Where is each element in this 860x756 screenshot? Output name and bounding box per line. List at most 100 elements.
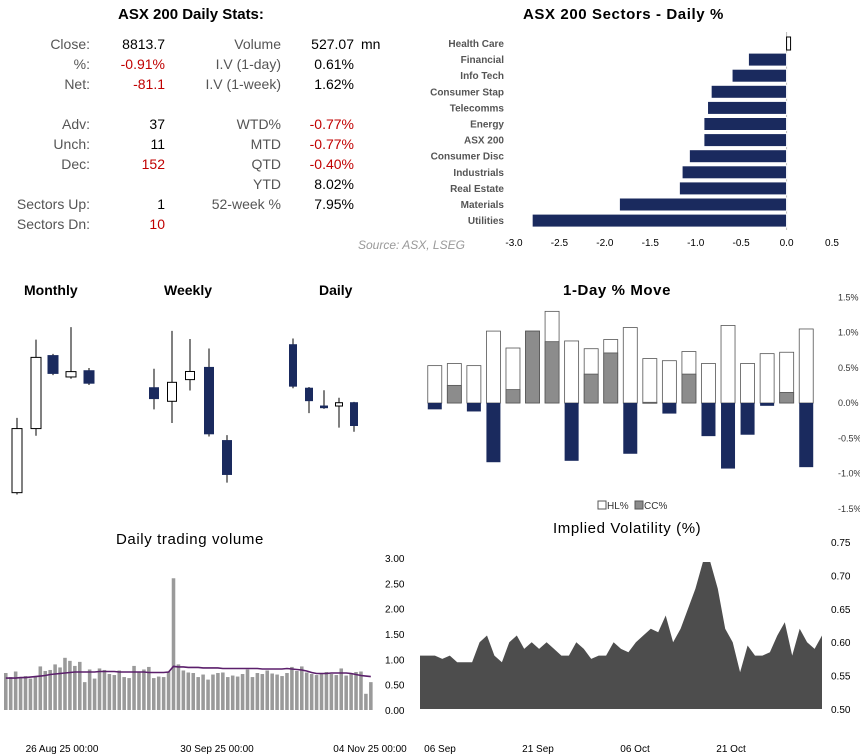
stat-label: QTD — [251, 156, 281, 172]
volume-bar — [359, 671, 363, 710]
stat-value: 1 — [157, 196, 165, 212]
sector-label: Consumer Stap — [430, 87, 504, 98]
volume-bar — [270, 673, 274, 710]
volume-bar — [161, 677, 166, 710]
candle-body — [30, 356, 42, 430]
cc-bar — [505, 389, 521, 404]
stat-value: -0.91% — [120, 56, 165, 72]
y-tick-label: 0.50 — [831, 705, 851, 716]
volume-bar — [38, 666, 43, 710]
hl-bar — [798, 328, 814, 404]
x-tick-label: -1.5 — [642, 238, 660, 249]
cc-bar — [603, 352, 619, 404]
volume-bar — [53, 664, 57, 710]
hl-bar — [486, 330, 501, 404]
stat-label: 52-week % — [211, 196, 281, 212]
cc-bar — [525, 330, 540, 404]
volume-bar — [334, 675, 339, 710]
candle-body — [305, 387, 313, 402]
y-tick-label: 1.0% — [838, 328, 859, 338]
stats-title: ASX 200 Daily Stats: — [118, 6, 264, 23]
y-tick-label: 2.50 — [385, 579, 405, 590]
y-tick-label: 3.00 — [385, 554, 405, 565]
sector-label: Industrials — [453, 168, 504, 179]
cc-bar — [779, 392, 795, 404]
stat-value: -81.1 — [133, 76, 165, 92]
y-tick-label: -0.5% — [838, 433, 860, 443]
volume-bar — [92, 678, 97, 710]
stat-label: Net: — [64, 76, 90, 92]
volume-bar — [181, 670, 186, 710]
cc-bar — [564, 403, 579, 461]
volume-bar — [364, 693, 368, 710]
hl-bar — [622, 327, 638, 404]
sector-bar — [703, 117, 788, 131]
y-tick-label: 0.70 — [831, 571, 851, 582]
volume-bar — [304, 672, 309, 710]
stat-label: %: — [73, 56, 90, 72]
stat-value: 527.07 — [311, 36, 354, 52]
stat-value: -0.77% — [309, 136, 354, 152]
volume-bar — [43, 670, 48, 710]
candle-body — [320, 405, 328, 409]
cc-bar — [544, 341, 560, 404]
volume-bar — [176, 664, 181, 710]
cc-bar — [486, 403, 501, 463]
candle-body — [47, 355, 59, 374]
y-tick-label: 0.60 — [831, 638, 851, 649]
volume-bar — [235, 676, 240, 710]
volume-bar — [28, 678, 33, 710]
cc-bar — [466, 403, 481, 412]
stat-label: Unch: — [53, 136, 90, 152]
iv-area — [420, 562, 822, 709]
stat-label: I.V (1-day) — [215, 56, 281, 72]
stat-value: 152 — [141, 156, 165, 172]
y-tick-label: 0.75 — [831, 538, 851, 549]
volume-bar — [152, 678, 156, 710]
candle-body — [204, 366, 214, 435]
volume-bar — [68, 660, 72, 710]
sector-bar — [531, 213, 788, 228]
daily-move-chart: 1.5% 1.0% 0.5% 0.0% -0.5% -1.0% -1.5% HL% CC% — [427, 292, 860, 514]
legend-hl-label: HL% — [607, 501, 629, 512]
volume-bar — [275, 674, 279, 710]
hl-bar — [466, 365, 482, 404]
volume-bar — [344, 675, 348, 710]
x-tick-label: 06 Sep — [424, 744, 456, 755]
sector-bar — [678, 181, 788, 196]
volume-bar — [23, 676, 28, 710]
volume-bar — [117, 670, 122, 710]
sector-bar — [747, 52, 788, 67]
candle-body — [350, 402, 358, 427]
stat-value: 10 — [149, 216, 165, 232]
monthly-title: Monthly — [24, 282, 78, 298]
stat-label: Volume — [234, 36, 281, 52]
sector-label: ASX 200 — [464, 136, 504, 147]
volume-bar — [166, 671, 171, 710]
stat-value: 11 — [150, 136, 165, 152]
volume-bar — [87, 669, 92, 710]
x-tick-label: 21 Oct — [716, 744, 746, 755]
volume-bar — [250, 677, 255, 710]
volume-bar — [260, 674, 265, 710]
cc-bar — [662, 403, 677, 414]
volume-bar — [58, 667, 62, 710]
stat-label: WTD% — [236, 116, 281, 132]
candle-body — [335, 402, 343, 407]
cc-bar — [721, 403, 736, 469]
stat-value: 0.61% — [314, 56, 354, 72]
legend-cc-label: CC% — [644, 501, 667, 512]
stat-value: 7.95% — [314, 196, 354, 212]
sector-bar — [707, 100, 788, 115]
volume-bar — [4, 673, 8, 710]
hl-bar — [427, 365, 443, 404]
cc-bar — [427, 403, 442, 410]
volume-bar — [82, 682, 87, 710]
stat-value: 8.02% — [314, 176, 354, 192]
volume-bar — [132, 665, 136, 710]
volume-bar — [73, 665, 77, 710]
y-tick-label: 0.55 — [831, 672, 851, 683]
cc-bar — [760, 403, 775, 406]
sector-bar — [618, 197, 788, 212]
volume-bar — [48, 669, 52, 710]
